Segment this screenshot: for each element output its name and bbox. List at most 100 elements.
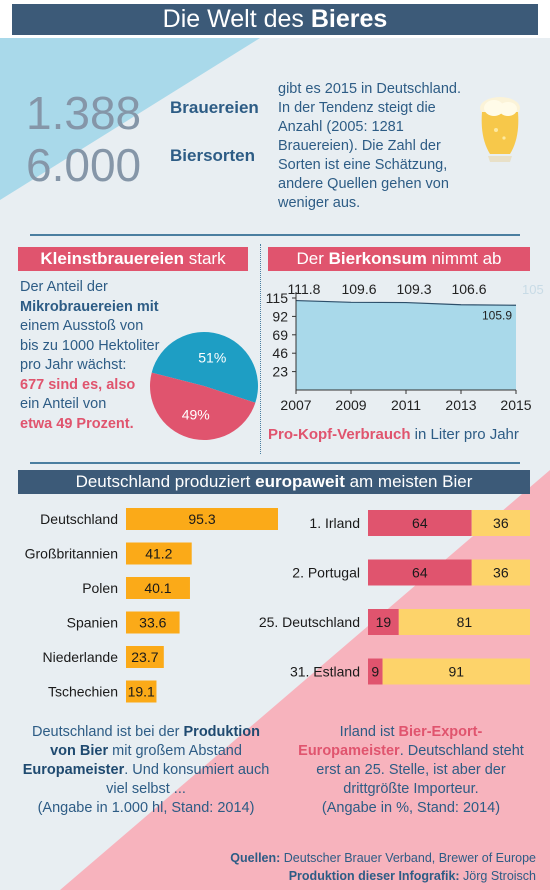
production-category: Spanien (67, 615, 118, 631)
production-value: 33.6 (139, 615, 166, 631)
data-label: 109.6 (341, 281, 376, 297)
stats-line: weniger aus. (278, 195, 361, 211)
pie-label: 49% (182, 407, 210, 423)
breweries-value: 1.388 (26, 87, 142, 139)
export-bar-share (368, 658, 383, 685)
export-value: 9 (371, 664, 379, 680)
production-category: Tschechien (48, 684, 118, 700)
stats-line: gibt es 2015 in Deutschland. (278, 81, 461, 97)
europe-right-text: Irland ist Bier-Export- Europameister. D… (280, 723, 542, 818)
x-tick-label: 2009 (335, 397, 366, 413)
stats-line: Anzahl (2005: 1281 (278, 119, 404, 135)
micro-header: Kleinstbrauereien stark (18, 247, 248, 271)
sources-bold: Quellen: (230, 851, 281, 865)
export-bar-rest (382, 658, 530, 685)
micro-line: ein Anteil von (20, 396, 107, 412)
production-bar (126, 646, 164, 668)
micro-line: 677 sind es, also (20, 376, 136, 393)
europe-right-line: (Angabe in %, Stand: 2014) (321, 800, 501, 816)
consumption-chart: 23 46 69 92 115 2007 2009 2011 2013 2015 111.8 109.… (266, 281, 544, 413)
europe-left-text: Deutschland ist bei der Produktion von B… (10, 723, 282, 818)
x-tick-label: 2015 (500, 397, 531, 413)
x-tick-label: 2013 (445, 397, 476, 413)
export-chart: 64 36 1. Irland 64 36 2. Portugal 19 81 25. Deut… (259, 510, 530, 685)
export-category: 31. Estland (290, 664, 360, 680)
production-value: 23.7 (131, 649, 158, 665)
y-tick-label: 92 (272, 308, 288, 324)
export-value: 81 (457, 614, 473, 630)
stats-line: andere Quellen gehen von (278, 176, 449, 192)
y-tick-label: 115 (266, 290, 289, 306)
caption-rest: in Liter pro Jahr (410, 426, 519, 443)
export-value: 64 (412, 515, 428, 531)
micro-line: einem Ausstoß von (20, 318, 144, 334)
edge-label: 105 (522, 282, 544, 297)
production-value: 19.1 (128, 684, 155, 700)
production-bar (126, 508, 278, 530)
caption-bold: Pro-Kopf-Verbrauch (268, 426, 411, 443)
export-bar-share (368, 559, 472, 586)
export-category: 1. Irland (309, 515, 360, 531)
consumption-header-prefix: Der (296, 249, 329, 268)
europe-header-prefix: Deutschland produziert (75, 472, 256, 491)
export-bar-share (368, 510, 472, 536)
micro-line: Mikrobrauereien mit (20, 298, 159, 315)
production-category: Deutschland (40, 511, 118, 527)
production-chart: 95.3 Deutschland 41.2 Großbritannien 40.1 Pol… (25, 508, 278, 703)
micro-header-bold: Kleinstbrauereien (40, 249, 185, 268)
data-label: 111.8 (288, 281, 321, 297)
europe-left-line: Deutschland ist bei der Produktion (31, 724, 261, 740)
production-value: 41.2 (145, 546, 172, 562)
production-value: 95.3 (188, 511, 215, 527)
pie-chart: 51% 49% (149, 332, 258, 441)
data-label: 106.6 (451, 281, 486, 297)
consumption-line (295, 299, 517, 306)
data-label: 105.9 (482, 308, 512, 322)
europe-left-line: viel selbst ... (106, 781, 186, 797)
beer-glass-icon (480, 97, 520, 162)
export-value: 36 (493, 565, 509, 581)
background-diagonals (0, 38, 550, 890)
micro-header-rest: stark (184, 249, 226, 268)
europe-right-line: Irland ist Bier-Export- (339, 724, 483, 740)
consumption-header-bold: Bierkonsum (328, 249, 427, 268)
production-bar (126, 611, 180, 634)
export-value: 19 (376, 614, 392, 630)
micro-line: etwa 49 Prozent. (20, 415, 134, 432)
consumption-header: Der Bierkonsum nimmt ab (268, 247, 530, 271)
y-tick-label: 46 (272, 345, 288, 361)
production-bar (126, 577, 190, 599)
production-category: Großbritannien (25, 546, 118, 562)
page-title: Die Welt des Bieres (12, 4, 538, 35)
top-left-blue-triangle (0, 38, 260, 200)
sources-line: Quellen: Deutscher Brauer Verband, Brewe… (230, 851, 536, 865)
export-category: 2. Portugal (292, 565, 360, 581)
micro-line: bis zu 1000 Hektoliter (20, 337, 160, 354)
pie-label: 51% (198, 349, 226, 365)
stats-line: Brauereien). Die Zahl der (278, 138, 441, 154)
types-value: 6.000 (26, 139, 142, 191)
export-value: 91 (449, 664, 465, 680)
europe-right-line: erst an 25. Stelle, ist aber der (316, 762, 506, 778)
consumption-header-rest: nimmt ab (426, 249, 502, 268)
production-category: Niederlande (43, 649, 119, 665)
europe-header: Deutschland produziert europaweit am mei… (18, 470, 530, 494)
divider (30, 234, 520, 236)
production-value: 40.1 (144, 580, 171, 596)
pie-slice (151, 332, 258, 403)
breweries-label: Brauereien (170, 98, 259, 117)
vertical-divider (260, 244, 261, 454)
x-tick-label: 2011 (391, 397, 421, 413)
title-bar: Die Welt des Bieres (0, 0, 550, 38)
export-bar-rest (471, 510, 530, 536)
types-label: Biersorten (170, 146, 256, 165)
credit-bold: Produktion dieser Infografik: (288, 869, 460, 883)
europe-left-line: Europameister. Und konsumiert auch (22, 762, 270, 778)
stats-line: Sorten ist eine Schätzung, (278, 157, 448, 173)
sources-rest: Deutscher Brauer Verband, Brewer of Euro… (280, 851, 536, 865)
micro-line: pro Jahr wächst: (20, 357, 127, 373)
credit-rest: Jörg Stroisch (459, 869, 536, 883)
divider (30, 462, 520, 464)
europe-right-line: Europameister. Deutschland steht (298, 743, 524, 759)
europe-header-rest: am meisten Bier (344, 472, 473, 491)
